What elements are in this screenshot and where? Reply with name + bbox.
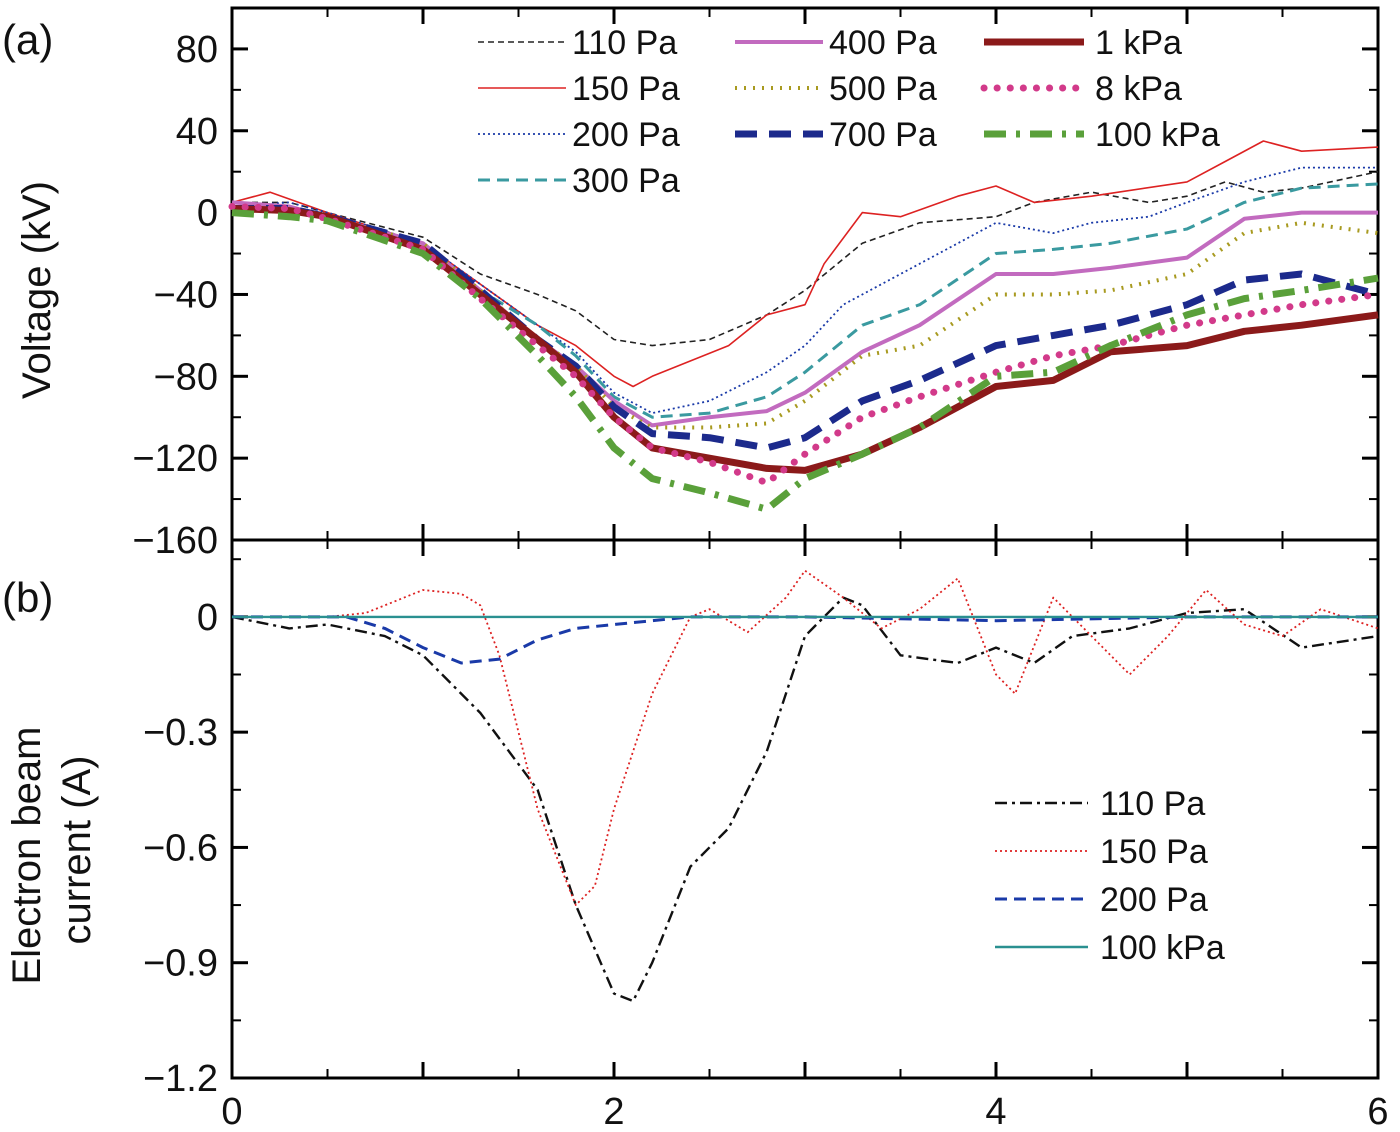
xtick-label: 0	[221, 1091, 242, 1132]
panel-b-legend: 110 Pa 150 Pa 200 Pa 100 kPa	[995, 785, 1225, 967]
panel-b-frame	[230, 538, 1380, 1080]
panel-a-series	[228, 140, 1382, 513]
legend-label: 100 kPa	[1100, 929, 1225, 967]
series-line-1-kpa	[231, 205, 1379, 474]
xtick-label: 4	[985, 1091, 1006, 1132]
panel-b-series	[231, 569, 1379, 1003]
panel-a-frame	[230, 6, 1380, 542]
series-line-150-pa	[231, 140, 1379, 388]
ytick-label: −0.3	[143, 712, 218, 754]
series-line-150-pa	[232, 569, 1379, 906]
series-line-200-pa	[232, 615, 1378, 665]
ytick-label: −0.9	[143, 943, 218, 985]
ytick-label: −40	[154, 274, 218, 316]
series-line-300-pa	[231, 182, 1379, 419]
series-line-200-pa	[231, 166, 1378, 415]
legend-label: 8 kPa	[1095, 70, 1182, 108]
ytick-label: 80	[176, 29, 218, 71]
xtick-label: 2	[603, 1091, 624, 1132]
series-line-110-pa	[231, 596, 1379, 1003]
ytick-label: −120	[132, 438, 218, 480]
legend-label: 400 Pa	[829, 24, 937, 62]
panel-b-ylabel-line-1: Electron beam	[5, 727, 49, 985]
panel-a-voltage: 80 40 0 −40 −80 −120 −160 110 Pa 150 Pa 200 Pa 30…	[2, 6, 1382, 562]
series-line-110-pa	[232, 170, 1379, 347]
series-line-100-kpa	[231, 209, 1379, 513]
legend-label: 110 Pa	[572, 24, 677, 62]
legend-label: 500 Pa	[829, 70, 937, 108]
ytick-label: −0.6	[143, 827, 218, 869]
panel-b-label: (b)	[2, 574, 53, 621]
legend-label: 200 Pa	[1100, 881, 1208, 919]
legend-label: 150 Pa	[572, 70, 680, 108]
legend-label: 110 Pa	[1100, 785, 1205, 823]
ytick-label: −80	[154, 356, 218, 398]
legend-label: 700 Pa	[829, 116, 937, 154]
legend-label: 200 Pa	[572, 116, 680, 154]
legend-label: 1 kPa	[1095, 24, 1182, 62]
legend-label: 100 kPa	[1095, 116, 1220, 154]
legend-label: 150 Pa	[1100, 833, 1208, 871]
ytick-label: 0	[197, 193, 218, 235]
panel-a-ylabel: Voltage (kV)	[15, 181, 59, 399]
panel-a-axes: 80 40 0 −40 −80 −120 −160	[132, 7, 1380, 562]
ytick-label: −160	[132, 520, 218, 562]
ytick-label: 40	[176, 111, 218, 153]
panel-b-axes: 0−0.3−0.6−0.9−1.20 2 4 6	[143, 540, 1389, 1132]
xtick-label: 6	[1367, 1091, 1388, 1132]
ytick-label: 0	[197, 597, 218, 639]
legend-label: 300 Pa	[572, 162, 680, 200]
panel-a-legend: 110 Pa 150 Pa 200 Pa 300 Pa 400 Pa 500 Pa 700 …	[478, 24, 1220, 200]
ytick-label: −1.2	[143, 1058, 218, 1100]
panel-a-label: (a)	[2, 16, 53, 63]
panel-b-ylabel: Electron beam current (A)	[5, 715, 99, 984]
series-line-700-pa	[232, 205, 1379, 452]
panel-b-ylabel-line-2: current (A)	[55, 756, 99, 945]
